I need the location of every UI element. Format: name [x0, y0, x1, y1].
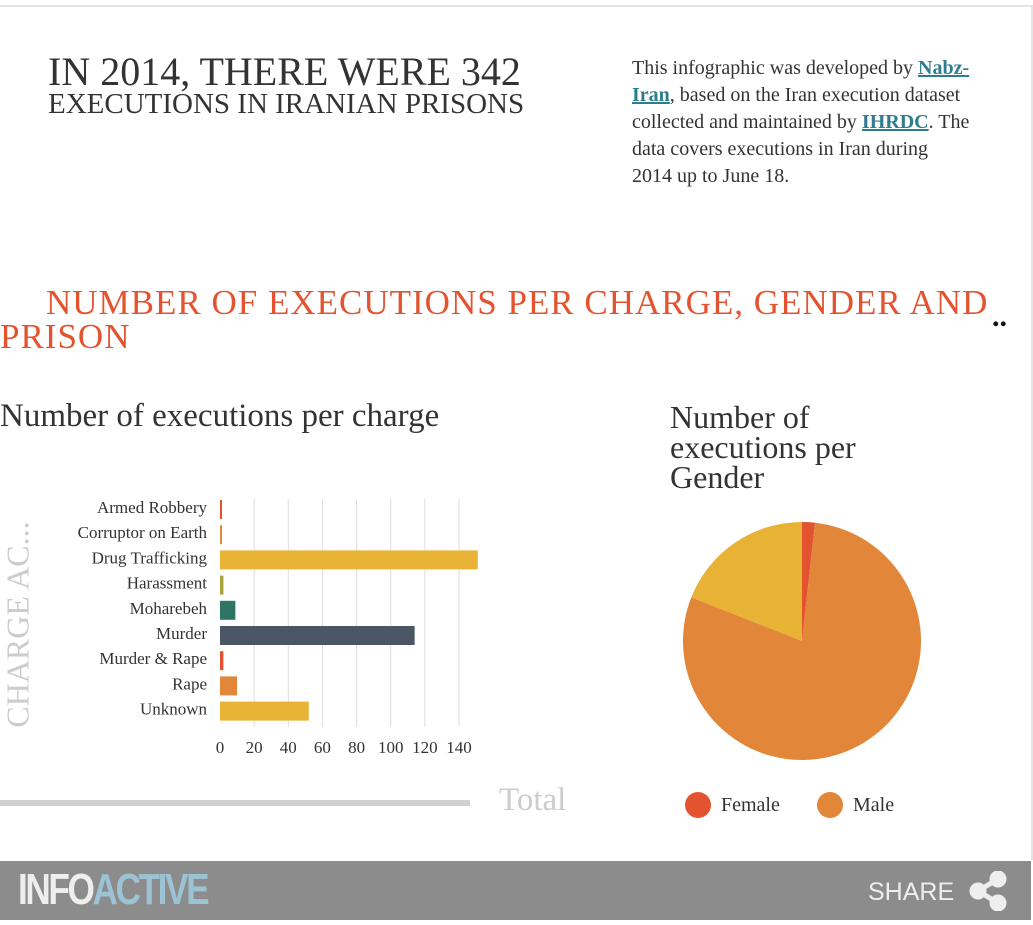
x-tick-label: 60: [314, 738, 331, 757]
bar-chart: 0 20 40 60 80 100 120 140 Armed Robbery Corruptor…: [78, 498, 478, 757]
bar[interactable]: [220, 525, 222, 545]
x-tick-label: 0: [216, 738, 225, 757]
total-label: Total: [499, 782, 567, 818]
legend-label: Male: [853, 793, 895, 816]
subheadline: EXECUTIONS IN IRANIAN PRISONS: [48, 88, 525, 120]
bar-chart-title: Number of executions per charge: [0, 398, 440, 434]
x-tick-label: 40: [280, 738, 297, 757]
category-label: Moharebeh: [130, 599, 208, 618]
bar[interactable]: [220, 550, 478, 570]
footer-bar: INFOACTIVE SHARE: [0, 861, 1031, 920]
bar[interactable]: [220, 575, 224, 595]
bar[interactable]: [220, 600, 236, 620]
intro-p1: This infographic was developed by: [632, 57, 919, 79]
share-icon: [969, 871, 1007, 911]
x-tick-label: 80: [348, 738, 365, 757]
category-label: Drug Trafficking: [92, 548, 208, 567]
share-label: SHARE: [868, 878, 955, 906]
share-button[interactable]: SHARE: [868, 871, 1007, 911]
right-border: [1031, 5, 1033, 860]
headline: IN 2014, THERE WERE 342: [48, 49, 521, 94]
logo-info: INFO: [18, 865, 95, 914]
logo-active: ACTIVE: [92, 865, 209, 914]
pie-slice[interactable]: [802, 522, 816, 641]
total-slider-track[interactable]: [0, 800, 470, 806]
category-label: Corruptor on Earth: [78, 523, 208, 542]
infoactive-logo[interactable]: INFOACTIVE: [18, 865, 210, 915]
pie-slice[interactable]: [691, 522, 802, 641]
pie-slice[interactable]: [683, 522, 921, 760]
legend-male[interactable]: Male: [817, 792, 894, 818]
nabz-iran-link[interactable]: Nabz-Iran: [632, 57, 970, 106]
x-tick-label: 100: [378, 738, 404, 757]
pie-chart: [683, 522, 921, 760]
category-label: Rape: [172, 674, 207, 693]
intro-p3: . The data covers executions in Iran dur…: [632, 111, 970, 187]
pie-chart-title: Number of executions per Gender: [670, 399, 856, 495]
x-tick-label: 20: [246, 738, 263, 757]
category-label: Murder & Rape: [99, 649, 207, 668]
ihrdc-link[interactable]: IHRDC: [861, 111, 929, 133]
bar[interactable]: [220, 651, 224, 671]
bar[interactable]: [220, 626, 415, 645]
top-border: [0, 5, 1033, 7]
bar[interactable]: [220, 676, 238, 696]
category-label: Armed Robbery: [97, 498, 208, 517]
bar[interactable]: [220, 500, 222, 519]
more-dots[interactable]: ..: [992, 300, 1007, 333]
intro-text: This infographic was developed by Nabz-I…: [632, 55, 972, 190]
bar[interactable]: [220, 701, 309, 721]
x-tick-label: 140: [446, 738, 472, 757]
category-label: Unknown: [140, 700, 208, 719]
legend-label: Female: [721, 793, 780, 816]
legend-dot-male: [817, 792, 843, 818]
section-title: NUMBER OF EXECUTIONS PER CHARGE, GENDER …: [0, 283, 989, 356]
category-label: Murder: [156, 624, 207, 643]
x-tick-label: 120: [412, 738, 438, 757]
category-label: Harassment: [127, 574, 208, 593]
legend-dot-female: [685, 792, 711, 818]
intro-p2: , based on the Iran execution dataset co…: [632, 84, 961, 133]
legend-female[interactable]: Female: [685, 792, 780, 818]
